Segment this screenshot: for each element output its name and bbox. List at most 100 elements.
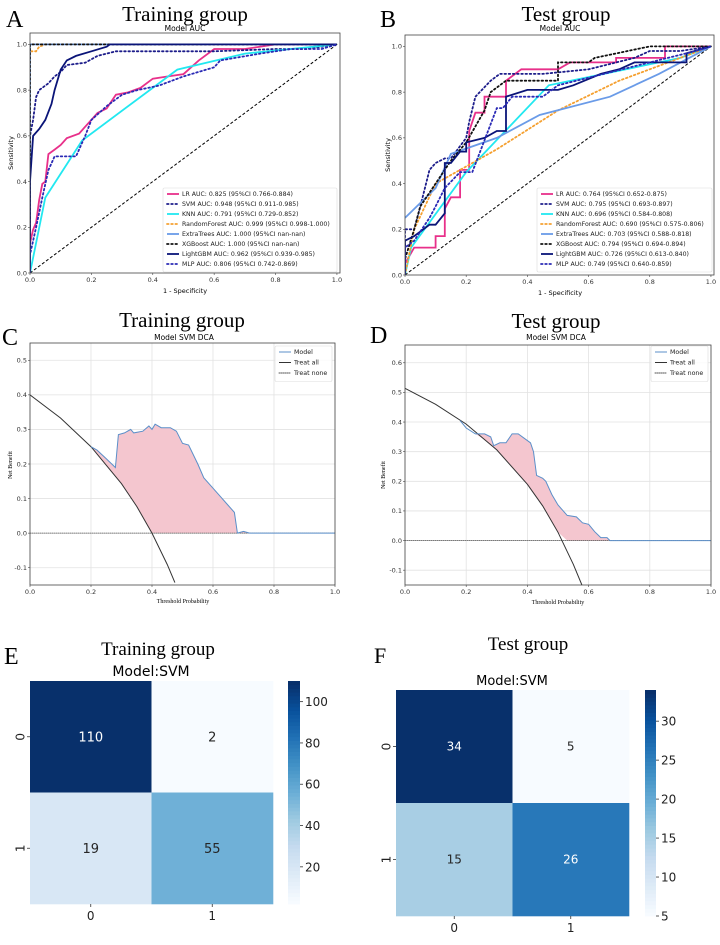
colorbar-segment xyxy=(288,874,300,879)
colorbar-tick-label: 15 xyxy=(661,832,676,846)
colorbar-segment xyxy=(288,773,300,779)
x-tick-label: 0.6 xyxy=(209,276,219,284)
panel-a-title: Training group xyxy=(122,2,248,26)
colorbar-segment xyxy=(288,818,300,823)
colorbar-segment xyxy=(288,688,300,693)
y-tick-label: 1 xyxy=(380,856,394,864)
legend-label: XGBoost AUC: 0.794 (95%CI 0.694-0.894) xyxy=(556,241,686,248)
colorbar-tick-label: 100 xyxy=(305,695,328,709)
y-tick-label: 0.8 xyxy=(17,86,27,94)
colorbar-segment xyxy=(645,863,656,868)
chart-panel-c: 0.0 0.2 0.4 0.6 0.8 1.0 -0.1 0.0 0.1 0.2 0.3 0.4 0.5… xyxy=(14,342,340,596)
y-tick-label: 0.4 xyxy=(392,418,402,426)
colorbar-segment xyxy=(288,781,300,786)
colorbar-segment xyxy=(288,785,300,790)
colorbar-segment xyxy=(288,684,300,689)
colorbar-segment xyxy=(288,796,300,801)
colorbar-segment xyxy=(645,912,656,917)
series-line-svm xyxy=(405,45,712,275)
colorbar-segment xyxy=(645,821,656,826)
legend-label: LR AUC: 0.764 (95%CI 0.652-0.875) xyxy=(556,191,667,198)
y-tick-label: 0.5 xyxy=(17,357,27,365)
y-tick-label: 0 xyxy=(14,733,28,741)
heatmap-cell-value: 55 xyxy=(204,842,221,857)
x-tick-label: 0.4 xyxy=(522,278,532,286)
series-line-xgboost xyxy=(405,45,712,275)
panel-b-subtitle: Model AUC xyxy=(540,24,581,33)
colorbar-segment xyxy=(645,851,656,857)
colorbar-segment xyxy=(645,799,656,804)
y-tick-label: 1 xyxy=(14,844,28,852)
x-tick-label: 0.8 xyxy=(645,588,655,596)
colorbar-segment xyxy=(288,866,300,871)
colorbar-segment xyxy=(288,762,300,767)
colorbar-segment xyxy=(645,867,656,872)
heatmap-cell-value: 26 xyxy=(563,853,578,867)
colorbar-segment xyxy=(288,881,300,886)
colorbar-segment xyxy=(645,746,656,751)
colorbar-segment xyxy=(288,721,300,726)
y-tick-label: -0.1 xyxy=(389,566,402,574)
panel-f-title: Test group xyxy=(488,634,568,655)
colorbar-segment xyxy=(288,699,300,704)
colorbar-segment xyxy=(288,863,300,868)
legend: LR AUC: 0.764 (95%CI 0.652-0.875) SVM AUC… xyxy=(536,187,713,273)
x-tick-label: 1.0 xyxy=(330,588,340,596)
colorbar-segment xyxy=(288,725,300,730)
panel-a-subtitle: Model AUC xyxy=(165,24,206,33)
series-line-mlp xyxy=(30,43,338,273)
legend-label: XGBoost AUC: 1.000 (95%CI nan-nan) xyxy=(182,241,299,248)
colorbar-segment xyxy=(288,848,300,853)
panel-letter-c: C xyxy=(2,325,18,351)
heatmap-cell xyxy=(512,690,630,804)
colorbar-segment xyxy=(645,708,656,713)
y-tick-label: 0.6 xyxy=(392,134,402,142)
colorbar-tick-label: 80 xyxy=(305,736,320,750)
x-tick-label: 0.0 xyxy=(25,588,35,596)
colorbar-segment xyxy=(645,825,656,830)
colorbar-segment xyxy=(288,855,300,860)
charts: 0.0 0.2 0.4 0.6 0.8 1.0 0.0 0.2 0.4 0.6 0.8 1.0 LR A… xyxy=(14,32,716,935)
colorbar-segment xyxy=(288,837,300,842)
colorbar-segment xyxy=(288,807,300,812)
y-tick-label: 0.1 xyxy=(392,507,402,515)
heatmap-cell-value: 5 xyxy=(567,740,575,754)
legend-label: MLP AUC: 0.749 (95%CI 0.640-0.859) xyxy=(556,261,672,268)
colorbar-segment xyxy=(288,751,300,756)
legend-box xyxy=(162,187,338,273)
colorbar-segment xyxy=(288,692,300,697)
y-tick-label: 0.2 xyxy=(392,226,402,234)
colorbar-segment xyxy=(288,777,300,782)
colorbar-segment xyxy=(288,792,300,797)
colorbar-tick-label: 40 xyxy=(305,819,320,833)
colorbar-segment xyxy=(288,714,300,719)
colorbar-segment xyxy=(645,750,656,755)
colorbar-segment xyxy=(288,747,300,753)
colorbar-segment xyxy=(645,701,656,706)
colorbar-segment xyxy=(288,740,300,745)
colorbar-segment xyxy=(288,744,300,749)
colorbar-segment xyxy=(645,878,656,883)
diagonal-reference-line xyxy=(30,44,338,273)
panel-d-xlabel: Threshold Probability xyxy=(532,600,585,606)
colorbar-segment xyxy=(645,870,656,875)
series-line-model xyxy=(459,420,711,542)
colorbar-segment xyxy=(645,900,656,906)
x-tick-label: 1 xyxy=(567,921,575,935)
heatmap-cell-value: 15 xyxy=(447,853,462,867)
legend-label: KNN AUC: 0.696 (95%CI 0.584-0.808) xyxy=(556,211,672,218)
legend-label: ExtraTrees AUC: 0.703 (95%CI 0.588-0.818… xyxy=(556,231,692,238)
panel-d-title: Test group xyxy=(512,309,601,333)
colorbar-segment xyxy=(645,810,656,815)
heatmap-cell-value: 34 xyxy=(447,740,462,754)
colorbar-segment xyxy=(288,892,300,897)
y-tick-label: 0.6 xyxy=(392,359,402,367)
x-tick-label: 0.6 xyxy=(583,588,593,596)
y-tick-label: 0.4 xyxy=(17,178,27,186)
y-tick-label: 0.0 xyxy=(392,271,402,279)
x-tick-label: 0.4 xyxy=(147,588,157,596)
legend-label: Treat all xyxy=(669,360,695,367)
panel-b-xlabel: 1 - Specificity xyxy=(538,289,582,297)
x-tick-label: 0.6 xyxy=(583,278,593,286)
